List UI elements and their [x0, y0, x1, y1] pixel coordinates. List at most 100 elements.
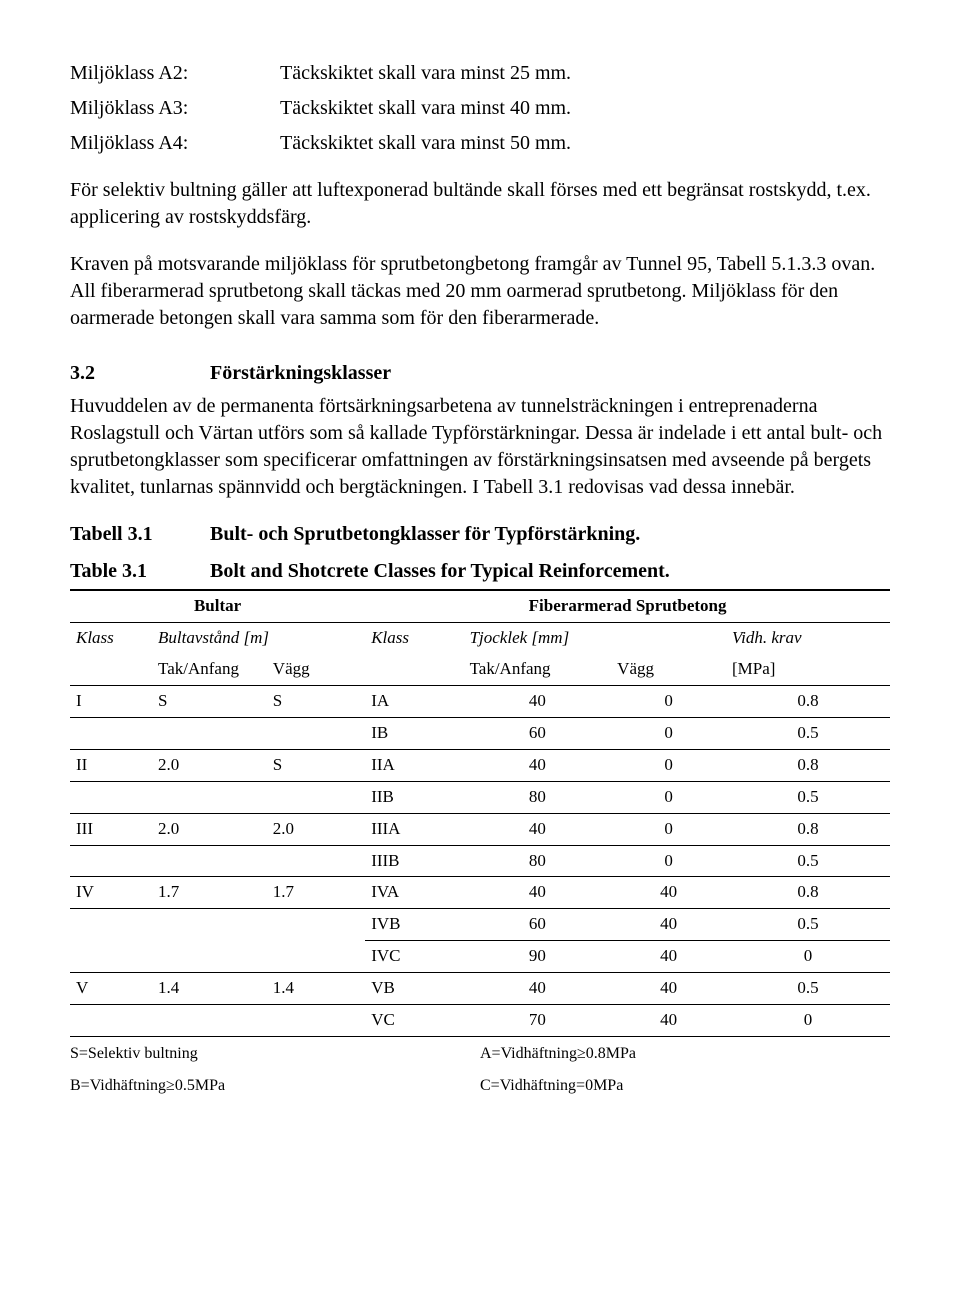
table-cell: 1.7 — [152, 877, 267, 909]
table-cell: 0.5 — [726, 781, 890, 813]
table-header: Tak/Anfang — [152, 654, 267, 685]
table-cell: V — [70, 973, 152, 1005]
table-cell: 0.5 — [726, 973, 890, 1005]
table-cell: 0.8 — [726, 685, 890, 717]
table-cell: 40 — [611, 877, 726, 909]
table-cell: IIIB — [365, 845, 463, 877]
legend-item: A=Vidhäftning≥0.8MPa — [480, 1043, 890, 1065]
definition-list: Miljöklass A2:Täckskiktet skall vara min… — [70, 60, 890, 157]
table-cell — [267, 781, 365, 813]
table-cell: 0.5 — [726, 845, 890, 877]
table-row: II2.0SIIA4000.8 — [70, 749, 890, 781]
table-cell: 0.5 — [726, 909, 890, 941]
table-cell: 40 — [464, 973, 612, 1005]
table-row: ISSIA4000.8 — [70, 685, 890, 717]
table-cell: 0 — [611, 813, 726, 845]
definition-value: Täckskiktet skall vara minst 40 mm. — [280, 95, 890, 122]
table-cell: IVB — [365, 909, 463, 941]
caption-label: Tabell 3.1 — [70, 521, 210, 548]
table-cell: II — [70, 749, 152, 781]
section-heading: 3.2 Förstärkningsklasser — [70, 360, 890, 387]
table-row: IVC90400 — [70, 941, 890, 973]
table-cell: S — [267, 685, 365, 717]
table-cell: 0 — [611, 749, 726, 781]
table-cell — [152, 941, 267, 973]
table-cell — [152, 1005, 267, 1037]
table-cell — [70, 909, 152, 941]
caption-title: Bolt and Shotcrete Classes for Typical R… — [210, 558, 670, 585]
table-cell: 60 — [464, 909, 612, 941]
table-cell: 40 — [464, 749, 612, 781]
table-cell — [267, 717, 365, 749]
table-cell: 0 — [611, 845, 726, 877]
table-header — [70, 654, 152, 685]
table-caption: Table 3.1 Bolt and Shotcrete Classes for… — [70, 558, 890, 585]
table-cell: 1.7 — [267, 877, 365, 909]
table-header: Vidh. krav — [726, 622, 890, 653]
definition-row: Miljöklass A3:Täckskiktet skall vara min… — [70, 95, 890, 122]
table-cell: 40 — [611, 909, 726, 941]
caption-label: Table 3.1 — [70, 558, 210, 585]
table-header: Klass — [70, 622, 152, 653]
table-legend: B=Vidhäftning≥0.5MPa C=Vidhäftning=0MPa — [70, 1075, 890, 1097]
table-cell: 0.5 — [726, 717, 890, 749]
table-cell: S — [267, 749, 365, 781]
table-row: IIB8000.5 — [70, 781, 890, 813]
definition-row: Miljöklass A4:Täckskiktet skall vara min… — [70, 130, 890, 157]
table-header: Tjocklek [mm] — [464, 622, 726, 653]
legend-item: C=Vidhäftning=0MPa — [480, 1075, 890, 1097]
table-row: III2.02.0IIIA4000.8 — [70, 813, 890, 845]
table-cell: 80 — [464, 845, 612, 877]
table-cell: IIB — [365, 781, 463, 813]
table-cell — [267, 845, 365, 877]
definition-label: Miljöklass A3: — [70, 95, 280, 122]
table-cell: 0 — [611, 717, 726, 749]
table-cell: 2.0 — [152, 813, 267, 845]
table-cell — [152, 781, 267, 813]
table-cell: IVC — [365, 941, 463, 973]
table-cell: 1.4 — [267, 973, 365, 1005]
table-cell: 0 — [611, 781, 726, 813]
table-cell: 2.0 — [267, 813, 365, 845]
table-cell: 80 — [464, 781, 612, 813]
table-cell: 0.8 — [726, 877, 890, 909]
table-header: Vägg — [611, 654, 726, 685]
table-cell: IV — [70, 877, 152, 909]
section-number: 3.2 — [70, 360, 210, 387]
table-cell — [152, 717, 267, 749]
paragraph: Huvuddelen av de permanenta förtsärkning… — [70, 393, 890, 501]
table-cell: I — [70, 685, 152, 717]
table-row: IV1.71.7IVA40400.8 — [70, 877, 890, 909]
table-cell: 40 — [464, 877, 612, 909]
table-row: IIIB8000.5 — [70, 845, 890, 877]
table-header: Bultar — [70, 590, 365, 622]
table-cell: 60 — [464, 717, 612, 749]
paragraph: För selektiv bultning gäller att luftexp… — [70, 177, 890, 231]
table-cell: 2.0 — [152, 749, 267, 781]
table-cell — [267, 909, 365, 941]
table-header: [MPa] — [726, 654, 890, 685]
table-header: Bultavstånd [m] — [152, 622, 365, 653]
table-cell — [70, 1005, 152, 1037]
table-cell: 40 — [611, 1005, 726, 1037]
table-cell — [152, 845, 267, 877]
table-cell — [267, 941, 365, 973]
table-cell: III — [70, 813, 152, 845]
table-cell: IIIA — [365, 813, 463, 845]
definition-label: Miljöklass A4: — [70, 130, 280, 157]
table-cell: 1.4 — [152, 973, 267, 1005]
table-cell: 0 — [726, 941, 890, 973]
table-cell: 0.8 — [726, 749, 890, 781]
legend-item: S=Selektiv bultning — [70, 1043, 480, 1065]
table-cell — [267, 1005, 365, 1037]
table-cell: VC — [365, 1005, 463, 1037]
legend-item: B=Vidhäftning≥0.5MPa — [70, 1075, 480, 1097]
data-table: Bultar Fiberarmerad Sprutbetong Klass Bu… — [70, 589, 890, 1037]
table-cell — [70, 941, 152, 973]
table-row: V1.41.4VB40400.5 — [70, 973, 890, 1005]
table-header — [365, 654, 463, 685]
table-cell: IB — [365, 717, 463, 749]
table-row: IB6000.5 — [70, 717, 890, 749]
table-legend: S=Selektiv bultning A=Vidhäftning≥0.8MPa — [70, 1043, 890, 1065]
table-cell: 40 — [464, 813, 612, 845]
